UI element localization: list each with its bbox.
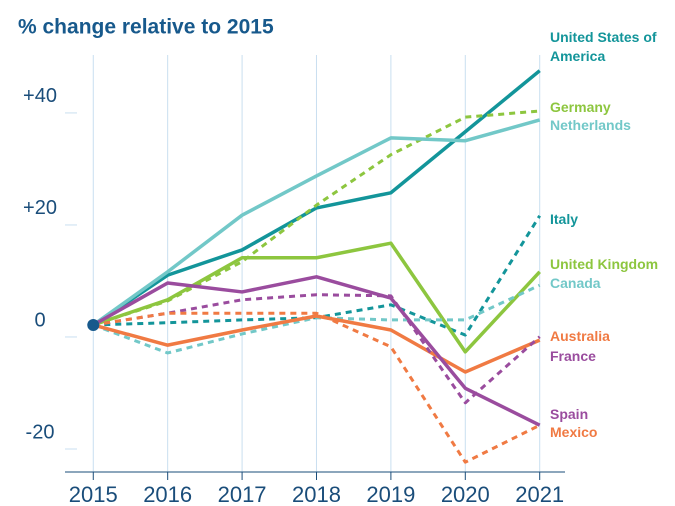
y-tick-label: 0 xyxy=(34,309,45,331)
y-tick-label: -20 xyxy=(26,421,55,443)
y-tick-label: +20 xyxy=(23,197,57,219)
x-tick-label: 2018 xyxy=(292,482,341,506)
series-line xyxy=(93,293,541,405)
x-tick-label: 2017 xyxy=(218,482,267,506)
series-line xyxy=(92,241,541,354)
series-line xyxy=(92,69,541,327)
x-tick-label: 2021 xyxy=(515,482,564,506)
series-line xyxy=(92,314,541,374)
legend-label: Italy xyxy=(550,211,579,227)
x-tick-label: 2016 xyxy=(143,482,192,506)
legend-label: Canada xyxy=(550,275,601,291)
series-line xyxy=(92,118,541,327)
legend-label: France xyxy=(550,348,596,364)
series-line xyxy=(93,311,541,464)
legend-label: United States of America xyxy=(550,29,657,64)
legend-label: Spain xyxy=(550,406,589,422)
legend-label: Germany xyxy=(550,99,611,115)
base-point xyxy=(87,318,100,331)
legend-label: Netherlands xyxy=(550,117,631,133)
x-tick-label: 2019 xyxy=(366,482,415,506)
legend-label: United Kingdom xyxy=(550,256,659,272)
legend-label: Mexico xyxy=(550,424,598,440)
y-tick-label: +40 xyxy=(23,85,57,107)
x-tick-label: 2015 xyxy=(69,482,118,506)
legend-label: Australia xyxy=(550,328,610,344)
x-tick-label: 2020 xyxy=(441,482,490,506)
chart-title: % change relative to 2015 xyxy=(18,16,274,39)
series-line xyxy=(92,275,541,427)
